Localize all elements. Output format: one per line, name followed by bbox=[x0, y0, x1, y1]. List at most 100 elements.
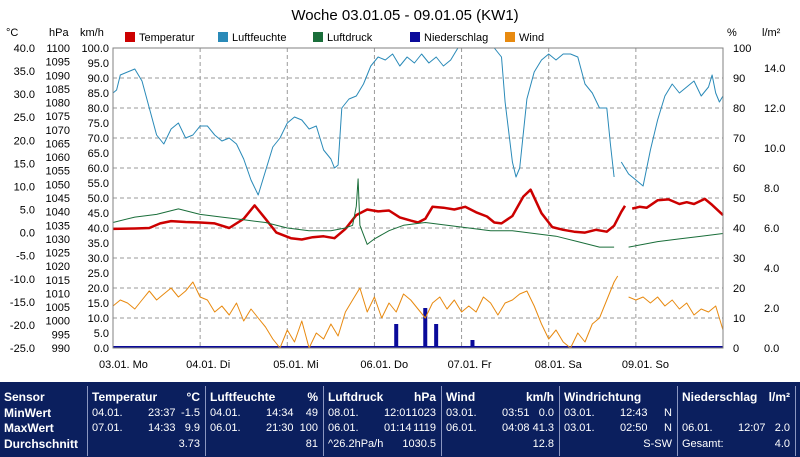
wind-tick-label: 35.0 bbox=[88, 238, 109, 250]
pressure-tick-label: 1080 bbox=[46, 98, 70, 110]
rain-tick-label: 14.0 bbox=[764, 63, 785, 75]
temp-tick-label: 20.0 bbox=[14, 135, 35, 147]
rain-tick-label: 2.0 bbox=[764, 303, 779, 315]
rain-bar bbox=[394, 324, 399, 348]
rain-bar bbox=[470, 340, 475, 348]
x-tick-label: 07.01. Fr bbox=[448, 359, 492, 371]
wind-tick-label: 55.0 bbox=[88, 178, 109, 190]
pressure-tick-label: 1050 bbox=[46, 179, 70, 191]
legend-swatch bbox=[505, 32, 515, 42]
temp-tick-label: -5.0 bbox=[16, 251, 35, 263]
temperatur-avg: 3.73 bbox=[178, 438, 200, 450]
niederschlag-total: 4.0 bbox=[774, 438, 790, 450]
series-line-temperatur bbox=[112, 188, 627, 241]
humidity-tick-label: 20 bbox=[733, 283, 745, 295]
pressure-tick-label: 1045 bbox=[46, 193, 70, 205]
series-lines bbox=[112, 47, 724, 349]
x-tick-label: 08.01. Sa bbox=[535, 359, 583, 371]
pressure-tick-label: 1005 bbox=[46, 302, 70, 314]
wind-tick-label: 20.0 bbox=[88, 283, 109, 295]
legend-label: Luftdruck bbox=[327, 32, 373, 44]
pressure-tick-label: 1090 bbox=[46, 70, 70, 82]
luftdruck-unit: hPa bbox=[413, 390, 436, 404]
chart-legend: Temperatur Luftfeuchte Luftdruck Niederschl… bbox=[125, 32, 544, 44]
luftfeuchte-min-value: 49 bbox=[305, 407, 318, 419]
wind-unit-label: km/h bbox=[80, 27, 104, 39]
pressure-tick-label: 1010 bbox=[46, 288, 70, 300]
windrichtung-min-value: N bbox=[664, 407, 672, 419]
series-line-luftfeuchte bbox=[620, 74, 724, 187]
wind-max-date: 06.01. bbox=[446, 422, 477, 434]
humidity-tick-label: 100 bbox=[733, 43, 751, 55]
temp-tick-label: 25.0 bbox=[14, 112, 35, 124]
rain-bar bbox=[434, 324, 439, 348]
wind-max-time: 04:08 bbox=[502, 422, 530, 434]
stats-wind: Wind km/h 03.01. 03:51 0.0 06.01. 04:08 41.3 … bbox=[442, 382, 558, 457]
luftfeuchte-max-time: 21:30 bbox=[266, 422, 294, 434]
label-min: MinWert bbox=[4, 406, 52, 420]
humidity-unit-label: % bbox=[727, 27, 737, 39]
luftdruck-max-value: 1119 bbox=[413, 422, 436, 434]
temp-tick-label: 35.0 bbox=[14, 66, 35, 78]
legend-label: Luftfeuchte bbox=[232, 32, 286, 44]
temperatur-unit: °C bbox=[186, 390, 200, 404]
rain-tick-label: 4.0 bbox=[764, 263, 779, 275]
humidity-tick-label: 80 bbox=[733, 103, 745, 115]
temp-tick-label: -20.0 bbox=[10, 320, 35, 332]
pressure-tick-label: 1070 bbox=[46, 125, 70, 137]
wind-min-time: 03:51 bbox=[502, 407, 530, 419]
pressure-tick-label: 1055 bbox=[46, 166, 70, 178]
stats-windrichtung: Windrichtung 03.01. 12:43 N 03.01. 02:50 N S… bbox=[560, 382, 676, 457]
legend-label: Niederschlag bbox=[424, 32, 488, 44]
rain-tick-label: 0.0 bbox=[764, 343, 779, 355]
humidity-tick-label: 60 bbox=[733, 163, 745, 175]
pressure-tick-label: 1030 bbox=[46, 234, 70, 246]
temp-tick-label: 0.0 bbox=[20, 228, 35, 240]
wind-tick-label: 75.0 bbox=[88, 118, 109, 130]
x-tick-label: 04.01. Di bbox=[186, 359, 230, 371]
rain-unit-label: l/m² bbox=[762, 27, 781, 39]
wind-tick-label: 60.0 bbox=[88, 163, 109, 175]
pressure-tick-label: 1060 bbox=[46, 152, 70, 164]
temperatur-max-value: 9.9 bbox=[184, 422, 200, 434]
temperatur-min-time: 23:37 bbox=[148, 407, 176, 419]
legend-swatch bbox=[410, 32, 420, 42]
wind-tick-label: 25.0 bbox=[88, 268, 109, 280]
pressure-tick-label: 1020 bbox=[46, 261, 70, 273]
plot-frame bbox=[112, 47, 724, 349]
pressure-tick-label: 1025 bbox=[46, 248, 70, 260]
humidity-tick-label: 50 bbox=[733, 193, 745, 205]
luftdruck-min-time: 12:01 bbox=[384, 407, 412, 419]
axis-ticks: 03.01. Mo 04.01. Di 05.01. Mi 06.01. Do 07.0… bbox=[10, 43, 786, 371]
temp-tick-label: 5.0 bbox=[20, 205, 35, 217]
luftdruck-max-time: 01:14 bbox=[384, 422, 412, 434]
humidity-tick-label: 90 bbox=[733, 73, 745, 85]
series-line-wind bbox=[628, 296, 724, 331]
series-line-luftfeuchte bbox=[112, 47, 615, 196]
luftdruck-avg: 1030.5 bbox=[402, 438, 436, 450]
luftdruck-min-value: 1023 bbox=[411, 407, 436, 419]
temperatur-max-time: 14:33 bbox=[148, 422, 176, 434]
stats-row-labels: Sensor MinWert MaxWert Durchschnitt bbox=[0, 382, 87, 457]
wind-tick-label: 80.0 bbox=[88, 103, 109, 115]
stats-niederschlag: Niederschlag l/m² 06.01. 12:07 2.0 Gesamt: 4… bbox=[678, 382, 794, 457]
chart-title: Woche 03.01.05 - 09.01.05 (KW1) bbox=[291, 7, 518, 24]
x-tick-label: 06.01. Do bbox=[360, 359, 408, 371]
pressure-tick-label: 990 bbox=[52, 343, 70, 355]
windrichtung-avg: S-SW bbox=[643, 438, 672, 450]
rain-bar bbox=[423, 308, 428, 348]
legend-label: Wind bbox=[519, 32, 544, 44]
wind-min-date: 03.01. bbox=[446, 407, 477, 419]
luftdruck-title: Luftdruck bbox=[328, 390, 384, 404]
temp-tick-label: 40.0 bbox=[14, 43, 35, 55]
windrichtung-max-value: N bbox=[664, 422, 672, 434]
wind-tick-label: 70.0 bbox=[88, 133, 109, 145]
humidity-tick-label: 70 bbox=[733, 133, 745, 145]
temp-unit-label: °C bbox=[6, 27, 18, 39]
humidity-tick-label: 0 bbox=[733, 343, 739, 355]
wind-title: Wind bbox=[446, 390, 476, 404]
series-line-luftdruck bbox=[112, 178, 615, 248]
temp-tick-label: -15.0 bbox=[10, 297, 35, 309]
wind-avg: 12.8 bbox=[532, 438, 554, 450]
pressure-tick-label: 1095 bbox=[46, 57, 70, 69]
